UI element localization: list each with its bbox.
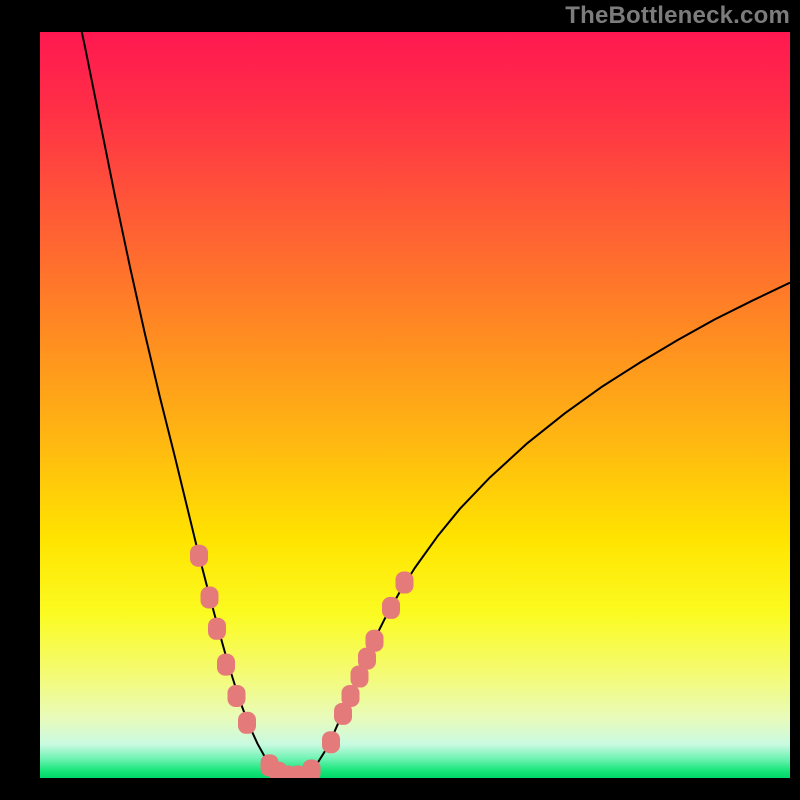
data-marker — [322, 731, 340, 753]
data-marker — [382, 597, 400, 619]
data-marker — [238, 712, 256, 734]
data-marker — [303, 760, 321, 778]
data-marker — [208, 618, 226, 640]
chart-svg — [40, 32, 790, 778]
data-marker — [396, 572, 414, 594]
data-marker — [217, 654, 235, 676]
data-marker — [342, 685, 360, 707]
data-marker — [190, 545, 208, 567]
data-marker — [228, 685, 246, 707]
plot-area — [40, 32, 790, 778]
watermark-text: TheBottleneck.com — [565, 2, 790, 30]
data-marker — [366, 630, 384, 652]
data-marker — [201, 586, 219, 608]
gradient-background — [40, 32, 790, 778]
